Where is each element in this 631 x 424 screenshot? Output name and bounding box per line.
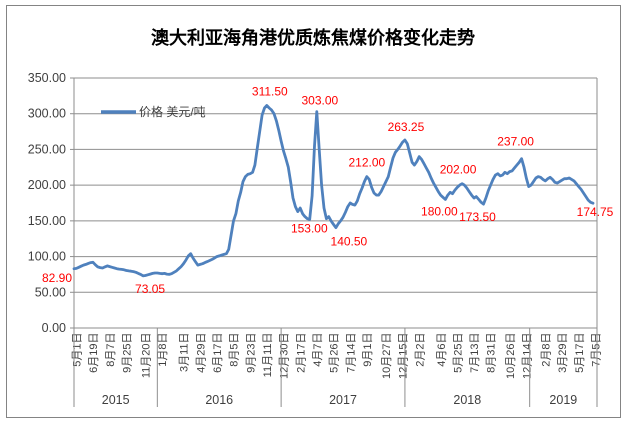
x-axis-date-label: 7月14日	[345, 333, 357, 373]
chart-title: 澳大利亚海角港优质炼焦煤价格变化走势	[151, 27, 475, 48]
x-axis-date-label: 4月6日	[436, 333, 448, 367]
year-label: 2015	[102, 393, 130, 407]
y-axis-labels: 0.00 50.00 100.00 150.00 200.00 250.00 300.00 3…	[28, 71, 66, 335]
data-point-label: 202.00	[440, 163, 477, 177]
y-axis-tick-label: 350.00	[28, 71, 66, 85]
data-point-label: 212.00	[348, 156, 385, 170]
data-point-label: 180.00	[421, 204, 458, 218]
data-point-label: 73.05	[135, 282, 165, 296]
x-axis-date-label: 1月8日	[157, 333, 169, 367]
y-axis-tick-label: 200.00	[28, 178, 66, 192]
x-axis-date-label: 12月30日	[279, 333, 291, 379]
x-axis-date-label: 6月17日	[212, 333, 224, 373]
data-point-label: 174.75	[577, 205, 614, 219]
x-axis-date-label: 3月11日	[179, 333, 191, 373]
year-label: 2019	[549, 393, 577, 407]
year-label: 2017	[329, 393, 357, 407]
x-axis-date-label: 11月11日	[262, 333, 274, 378]
price-line	[72, 104, 595, 278]
data-point-label: 311.50	[252, 85, 288, 99]
data-point-label: 263.25	[388, 120, 425, 134]
y-axis-tick-label: 150.00	[28, 214, 66, 228]
y-axis-tick-label: 100.00	[28, 250, 66, 264]
x-axis-date-label: 7月13日	[469, 333, 481, 373]
x-axis-date-label: 9月25日	[121, 333, 133, 373]
x-axis-date-label: 6月19日	[88, 333, 100, 373]
x-axis-date-label: 12月15日	[398, 333, 410, 379]
y-axis-tick-label: 50.00	[35, 285, 66, 299]
x-axis-date-label: 10月26日	[505, 333, 517, 379]
legend: 价格 美元/吨	[101, 104, 206, 119]
x-axis-date-label: 9月23日	[245, 333, 257, 373]
x-axis-date-label: 11月20日	[141, 333, 153, 379]
x-axis-date-label: 5月17日	[574, 333, 586, 373]
x-axis-date-label: 2月2日	[414, 333, 426, 367]
x-axis-date-label: 2月8日	[541, 333, 553, 367]
price-line-series	[72, 104, 595, 278]
x-axis-date-label: 8月5日	[229, 333, 241, 367]
x-axis-date-label: 12月14日	[521, 333, 533, 379]
year-label: 2018	[453, 393, 481, 407]
data-point-label: 237.00	[497, 135, 534, 149]
x-axis-date-label: 9月1日	[362, 333, 374, 367]
x-axis-date-label: 10月27日	[381, 333, 393, 379]
x-axis-date-label: 3月29日	[557, 333, 569, 373]
x-axis-date-label: 8月31日	[486, 332, 498, 372]
data-point-label: 82.90	[42, 271, 72, 285]
x-axis-date-label: 8月7日	[105, 333, 117, 367]
data-point-label: 173.50	[459, 210, 496, 224]
y-axis-tick-label: 250.00	[28, 142, 66, 156]
y-axis-tick-label: 300.00	[28, 107, 66, 121]
year-label: 2016	[205, 393, 233, 407]
x-axis-date-label: 5月26日	[329, 333, 341, 373]
data-point-label: 140.50	[331, 235, 368, 249]
gridlines	[70, 77, 598, 329]
legend-label: 价格 美元/吨	[139, 104, 206, 119]
data-point-label: 153.00	[291, 222, 328, 236]
x-axis-date-labels: 5月1日 6月19日 8月7日 9月25日 11月20日 1月8日 3月11日 4月29日 6月…	[72, 332, 603, 378]
chart-frame	[6, 5, 621, 418]
x-axis-year-labels: 2015 2016 2017 2018 2019	[73, 328, 598, 407]
x-axis-date-label: 5月25日	[452, 333, 464, 373]
x-axis-date-label: 4月29日	[195, 333, 207, 373]
x-axis-date-label: 4月7日	[312, 333, 324, 367]
y-axis-tick-label: 0.00	[42, 321, 66, 335]
data-point-label: 303.00	[301, 94, 338, 108]
x-axis-date-label: 5月1日	[72, 333, 84, 367]
x-axis-date-label: 2月17日	[295, 333, 307, 373]
